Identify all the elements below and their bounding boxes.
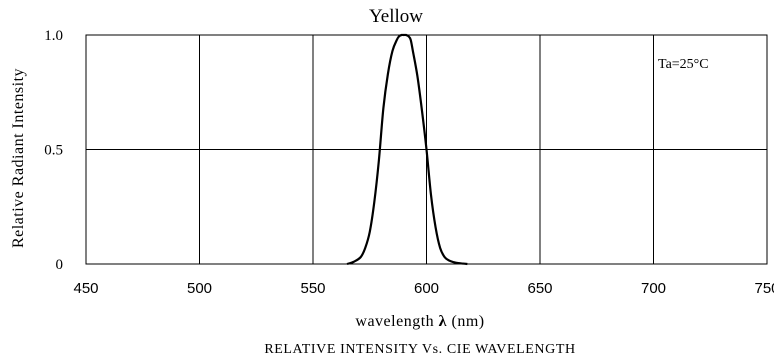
y-tick-label: 0.5: [44, 143, 63, 159]
x-tick-label: 650: [527, 280, 552, 297]
x-tick-label: 450: [73, 280, 98, 297]
x-axis-label-suffix: (nm): [447, 313, 485, 330]
y-axis-label: Relative Radiant Intensity: [10, 68, 27, 248]
chart-title: Yellow: [369, 6, 423, 27]
x-tick-labels: 450 500 550 600 650 700 750: [73, 280, 774, 297]
lambda-symbol: λ: [439, 313, 447, 330]
y-tick-label: 1.0: [44, 28, 63, 44]
x-tick-label: 500: [187, 280, 212, 297]
x-tick-label: 750: [754, 280, 774, 297]
y-tick-labels: 0 0.5 1.0: [44, 28, 63, 273]
x-axis-label: wavelength λ (nm): [355, 313, 484, 330]
chart-caption: RELATIVE INTENSITY Vs. CIE WAVELENGTH: [264, 342, 575, 357]
x-tick-label: 700: [641, 280, 666, 297]
x-axis-label-prefix: wavelength: [355, 313, 438, 330]
y-tick-label: 0: [56, 257, 64, 273]
plot-frame: [85, 34, 768, 265]
x-tick-label: 600: [414, 280, 439, 297]
temperature-annotation: Ta=25°C: [658, 57, 709, 72]
x-tick-label: 550: [300, 280, 325, 297]
series-line: [346, 33, 468, 266]
